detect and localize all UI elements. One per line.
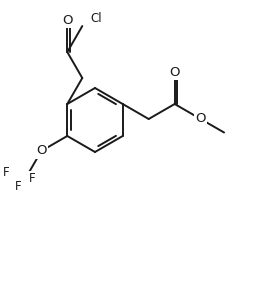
Text: F: F (14, 180, 21, 193)
Text: F: F (3, 166, 9, 179)
Text: F: F (28, 172, 35, 185)
Text: O: O (36, 145, 46, 158)
Text: O: O (195, 113, 206, 125)
Text: O: O (169, 66, 180, 79)
Text: Cl: Cl (90, 12, 102, 24)
Text: O: O (62, 14, 73, 27)
